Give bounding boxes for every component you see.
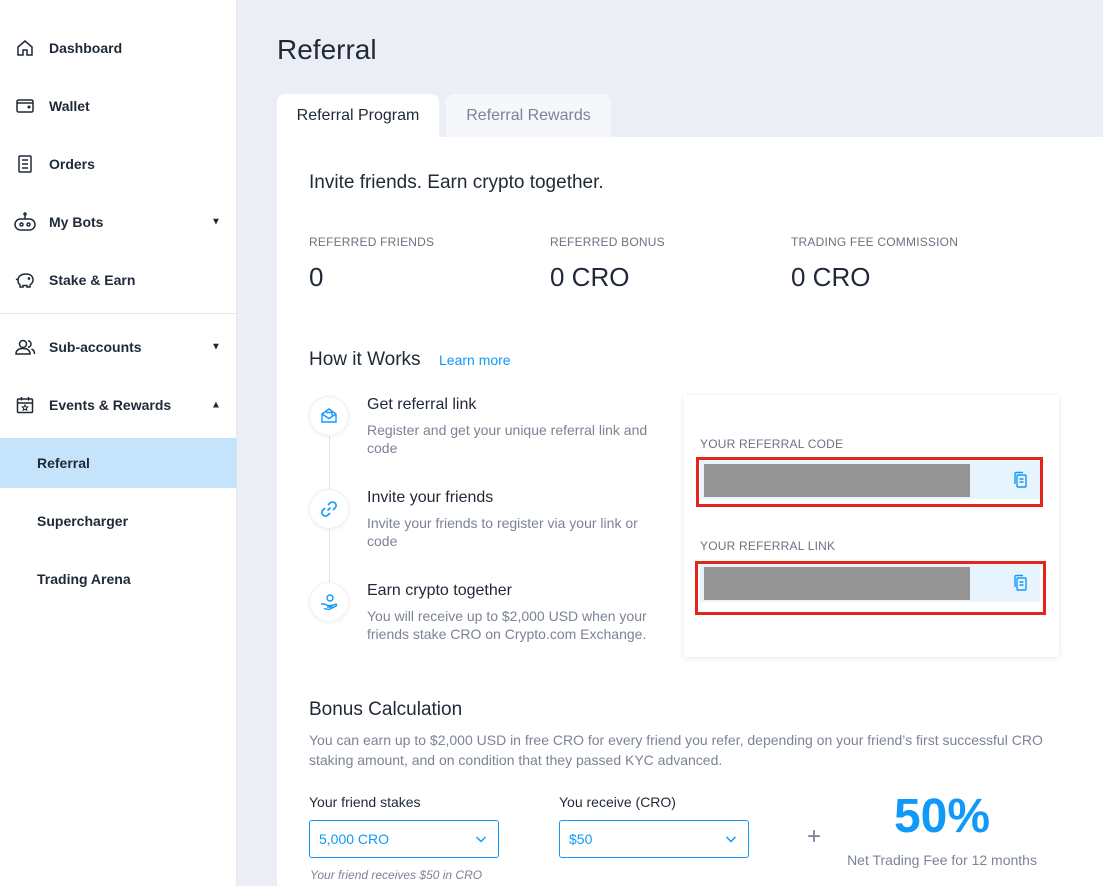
step-desc: You will receive up to $2,000 USD when y… — [367, 608, 647, 642]
stat-label: TRADING FEE COMMISSION — [791, 235, 959, 249]
referral-code-redacted — [704, 464, 970, 497]
home-icon — [13, 36, 37, 60]
sidebar-item-my-bots[interactable]: My Bots ▼ — [0, 197, 237, 247]
sidebar-item-label: Orders — [49, 156, 95, 172]
sidebar-item-orders[interactable]: Orders — [0, 139, 237, 189]
friend-stakes-select[interactable]: 5,000 CRO — [309, 820, 499, 858]
highlight-box — [695, 561, 1046, 615]
caret-down-icon: ▼ — [211, 341, 221, 353]
calendar-icon — [13, 393, 37, 417]
commission-percent-caption: Net Trading Fee for 12 months — [847, 852, 1037, 868]
sidebar-item-label: Sub-accounts — [49, 339, 142, 355]
referral-code-field[interactable] — [700, 461, 1040, 499]
hand-coin-icon — [309, 582, 349, 622]
sidebar-item-supercharger[interactable]: Supercharger — [0, 496, 237, 546]
stat-value: 0 CRO — [550, 262, 630, 292]
stat-referred-friends: REFERRED FRIENDS 0 — [309, 235, 434, 293]
sidebar-item-label: Referral — [37, 455, 90, 471]
piggy-bank-icon — [13, 268, 37, 292]
referral-code-label: YOUR REFERRAL CODE — [700, 437, 844, 451]
sidebar-item-label: Events & Rewards — [49, 397, 172, 413]
step-title: Earn crypto together — [367, 582, 512, 599]
sidebar-divider — [0, 313, 237, 314]
you-receive-label: You receive (CRO) — [559, 794, 676, 810]
caret-up-icon: ▲ — [211, 399, 221, 411]
sidebar-item-dashboard[interactable]: Dashboard — [0, 23, 237, 73]
page-title: Referral — [277, 34, 377, 65]
sidebar-item-label: Dashboard — [49, 40, 123, 56]
referral-link-redacted — [704, 567, 970, 600]
sidebar-item-label: Trading Arena — [37, 571, 131, 587]
step-desc: Invite your friends to register via your… — [367, 515, 638, 549]
headline: Invite friends. Earn crypto together. — [309, 172, 604, 193]
stat-value: 0 — [309, 262, 324, 292]
highlight-box — [696, 457, 1043, 507]
wallet-icon — [13, 94, 37, 118]
step-title: Invite your friends — [367, 489, 494, 506]
chevron-down-icon — [724, 832, 738, 846]
users-icon — [13, 335, 37, 359]
sidebar-item-label: Wallet — [49, 98, 90, 114]
sidebar-item-label: My Bots — [49, 214, 104, 230]
plus-sign: + — [807, 823, 822, 850]
referral-program-panel: Invite friends. Earn crypto together. RE… — [277, 137, 1103, 886]
sidebar: Dashboard Wallet Orders My Bots ▼ Stake … — [0, 0, 237, 886]
learn-more-link[interactable]: Learn more — [439, 352, 511, 368]
stat-label: REFERRED FRIENDS — [309, 235, 435, 249]
friend-stakes-label: Your friend stakes — [309, 794, 421, 810]
tab-referral-rewards[interactable]: Referral Rewards — [446, 94, 611, 137]
copy-icon[interactable] — [1010, 573, 1030, 593]
you-receive-value: $50 — [569, 831, 593, 847]
how-it-works-title: How it Works — [309, 349, 421, 370]
orders-icon — [13, 152, 37, 176]
chevron-down-icon — [474, 832, 488, 846]
friend-stakes-value: 5,000 CRO — [319, 831, 390, 847]
tab-referral-program[interactable]: Referral Program — [277, 94, 439, 137]
step-desc: Register and get your unique referral li… — [367, 422, 648, 456]
you-receive-select[interactable]: $50 — [559, 820, 749, 858]
step-title: Get referral link — [367, 396, 477, 413]
stat-referred-bonus: REFERRED BONUS 0 CRO — [550, 235, 665, 293]
referral-code-card: YOUR REFERRAL CODE YOUR REFERRAL LINK — [684, 395, 1059, 657]
commission-percent: 50% — [893, 790, 991, 843]
stat-trading-fee-commission: TRADING FEE COMMISSION 0 CRO — [791, 235, 958, 293]
robot-icon — [13, 210, 37, 234]
referral-link-label: YOUR REFERRAL LINK — [700, 539, 836, 553]
caret-down-icon: ▼ — [211, 216, 221, 228]
sidebar-item-stake-earn[interactable]: Stake & Earn — [0, 255, 237, 305]
stat-value: 0 CRO — [791, 262, 871, 292]
sidebar-item-events-rewards[interactable]: Events & Rewards ▲ — [0, 380, 237, 430]
sidebar-item-wallet[interactable]: Wallet — [0, 81, 237, 131]
sidebar-item-label: Stake & Earn — [49, 272, 136, 288]
sidebar-item-sub-accounts[interactable]: Sub-accounts ▼ — [0, 322, 237, 372]
stat-label: REFERRED BONUS — [550, 235, 665, 249]
sidebar-item-trading-arena[interactable]: Trading Arena — [0, 554, 237, 604]
referral-link-field[interactable] — [700, 564, 1040, 602]
bonus-calculation-desc: You can earn up to $2,000 USD in free CR… — [309, 732, 1043, 768]
sidebar-item-label: Supercharger — [37, 513, 129, 529]
copy-icon[interactable] — [1010, 470, 1030, 490]
envelope-icon — [309, 396, 349, 436]
bonus-calculation-title: Bonus Calculation — [309, 699, 463, 720]
friend-receives-hint: Your friend receives $50 in CRO — [310, 868, 483, 882]
sidebar-item-referral[interactable]: Referral — [0, 438, 237, 488]
link-icon — [309, 489, 349, 529]
